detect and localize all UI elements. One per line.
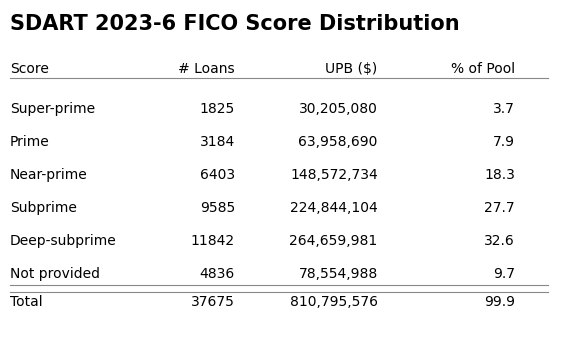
Text: 37675: 37675	[191, 295, 235, 309]
Text: 9585: 9585	[200, 201, 235, 215]
Text: Super-prime: Super-prime	[10, 102, 95, 116]
Text: 7.9: 7.9	[493, 135, 515, 149]
Text: 1825: 1825	[200, 102, 235, 116]
Text: 148,572,734: 148,572,734	[290, 168, 378, 182]
Text: 6403: 6403	[200, 168, 235, 182]
Text: Not provided: Not provided	[10, 267, 100, 281]
Text: 27.7: 27.7	[484, 201, 515, 215]
Text: Deep-subprime: Deep-subprime	[10, 234, 116, 248]
Text: UPB ($): UPB ($)	[325, 62, 378, 76]
Text: # Loans: # Loans	[178, 62, 235, 76]
Text: 18.3: 18.3	[484, 168, 515, 182]
Text: 99.9: 99.9	[484, 295, 515, 309]
Text: 3184: 3184	[200, 135, 235, 149]
Text: Total: Total	[10, 295, 42, 309]
Text: 4836: 4836	[200, 267, 235, 281]
Text: 224,844,104: 224,844,104	[290, 201, 378, 215]
Text: 11842: 11842	[191, 234, 235, 248]
Text: 264,659,981: 264,659,981	[290, 234, 378, 248]
Text: SDART 2023-6 FICO Score Distribution: SDART 2023-6 FICO Score Distribution	[10, 14, 459, 34]
Text: Near-prime: Near-prime	[10, 168, 87, 182]
Text: 32.6: 32.6	[484, 234, 515, 248]
Text: 9.7: 9.7	[493, 267, 515, 281]
Text: Prime: Prime	[10, 135, 50, 149]
Text: 78,554,988: 78,554,988	[299, 267, 378, 281]
Text: Subprime: Subprime	[10, 201, 76, 215]
Text: Score: Score	[10, 62, 48, 76]
Text: 63,958,690: 63,958,690	[298, 135, 378, 149]
Text: 810,795,576: 810,795,576	[290, 295, 378, 309]
Text: 3.7: 3.7	[493, 102, 515, 116]
Text: 30,205,080: 30,205,080	[299, 102, 378, 116]
Text: % of Pool: % of Pool	[451, 62, 515, 76]
